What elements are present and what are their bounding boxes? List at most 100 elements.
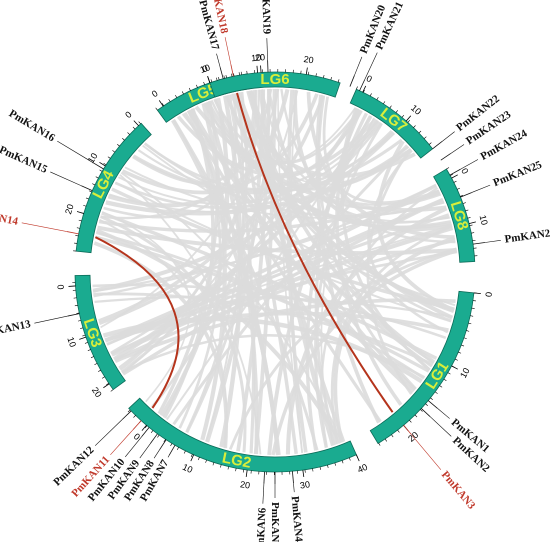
gene-marker-pmkan4 (292, 471, 294, 484)
synteny-link-98 (340, 108, 431, 372)
minor-tick (401, 114, 405, 118)
gene-leader-pmkan1 (437, 408, 450, 419)
minor-tick (94, 363, 98, 366)
minor-tick (319, 466, 321, 470)
minor-tick (183, 450, 186, 454)
minor-tick (150, 430, 154, 434)
minor-tick (122, 138, 125, 141)
synteny-link-99 (335, 107, 403, 406)
gene-leader-pmkan16 (57, 140, 94, 164)
minor-tick (117, 144, 120, 147)
minor-tick (231, 73, 233, 77)
minor-tick (378, 442, 381, 446)
gene-leader-pmkan23 (450, 144, 465, 154)
minor-tick (168, 98, 171, 102)
gene-leader-pmkan11 (110, 429, 134, 456)
tick-label-lg2: 0 (132, 431, 142, 442)
minor-tick (395, 110, 398, 113)
tick-label-lg7: 10 (409, 103, 423, 117)
minor-tick (356, 86, 358, 90)
minor-tick (467, 217, 471, 219)
tick-label-lg3: 20 (90, 385, 104, 399)
tick-label-lg5: 10 (199, 62, 212, 75)
minor-tick (92, 183, 96, 186)
minor-tick (463, 337, 467, 340)
minor-tick (106, 383, 109, 386)
minor-tick (101, 376, 105, 379)
synteny-link-122 (185, 91, 248, 433)
minor-tick (468, 322, 472, 325)
minor-tick (235, 468, 237, 472)
tick-label-lg6: 10 (251, 52, 262, 63)
minor-tick (466, 330, 470, 332)
synteny-link-91 (121, 93, 319, 195)
minor-tick (181, 91, 184, 95)
minor-tick (227, 466, 229, 470)
minor-tick (434, 391, 438, 394)
gene-marker-pmkan8 (159, 439, 167, 451)
minor-tick (176, 447, 179, 451)
tick-label-lg2: 10 (181, 462, 194, 475)
synteny-link-127 (260, 89, 441, 206)
chromosome-band-lg2 (128, 397, 357, 473)
minor-tick (315, 73, 317, 77)
duplication-link-pmkan14-pmkan11 (94, 236, 180, 409)
gene-leader-pmkan13 (34, 315, 68, 324)
minor-tick (453, 180, 457, 183)
gene-label-pmkan3: PmKAN3 (439, 469, 478, 512)
minor-tick (233, 73, 235, 77)
minor-tick (210, 79, 213, 83)
synteny-link-126 (322, 96, 440, 205)
minor-tick (312, 468, 314, 472)
tick-label-lg1: 0 (484, 291, 494, 297)
tick-label-lg8: 10 (478, 214, 490, 226)
minor-tick (190, 454, 193, 457)
chromosome-band-lg8 (433, 168, 476, 263)
gene-leader-pmkan12 (94, 419, 123, 446)
synteny-link-114 (93, 241, 228, 449)
minor-tick (428, 142, 432, 145)
synteny-link-25 (114, 298, 456, 363)
synteny-link-100 (376, 140, 455, 313)
minor-tick (138, 121, 141, 125)
minor-tick (457, 187, 460, 190)
gene-marker-pmkan10 (141, 427, 150, 438)
chromosome-label-lg2: LG2 (221, 449, 253, 471)
minor-tick (470, 315, 474, 317)
minor-tick (132, 126, 136, 130)
gene-label-pmkan5: PmKAN5 (269, 502, 281, 542)
minor-tick (443, 378, 447, 382)
minor-tick (469, 224, 473, 226)
minor-tick (238, 72, 240, 76)
major-tick (451, 174, 458, 179)
minor-tick (76, 227, 80, 229)
minor-tick (383, 101, 386, 105)
gene-marker-pmkan20 (349, 75, 355, 87)
gene-leader-pmkan14 (21, 222, 67, 232)
tick-label-lg4: 20 (63, 203, 75, 216)
synteny-link-60 (110, 225, 454, 357)
synteny-link-124 (306, 92, 455, 239)
major-tick (405, 115, 412, 122)
minor-tick (76, 312, 80, 314)
tick-label-lg3: 0 (55, 284, 65, 290)
minor-tick (308, 71, 310, 75)
synteny-link-61 (105, 250, 458, 343)
minor-tick (423, 136, 427, 139)
minor-tick (103, 162, 107, 166)
gene-leader-pmkan7 (167, 455, 170, 458)
tick-label-lg2: 30 (299, 479, 310, 490)
gene-label-pmkan19: PmKAN19 (259, 0, 273, 35)
gene-leader-pmkan25 (471, 184, 491, 193)
minor-tick (391, 434, 394, 438)
minor-tick (87, 349, 91, 351)
gene-marker-pmkan1 (427, 400, 438, 409)
synteny-link-38 (228, 247, 457, 450)
chromosome-band-lg1 (369, 290, 475, 444)
minor-tick (458, 351, 462, 354)
synteny-link-121 (171, 119, 280, 456)
chromosome-label-lg6: LG6 (260, 71, 289, 88)
minor-tick (323, 74, 325, 79)
minor-tick (450, 173, 454, 176)
gene-marker-pmkan18 (230, 64, 234, 77)
